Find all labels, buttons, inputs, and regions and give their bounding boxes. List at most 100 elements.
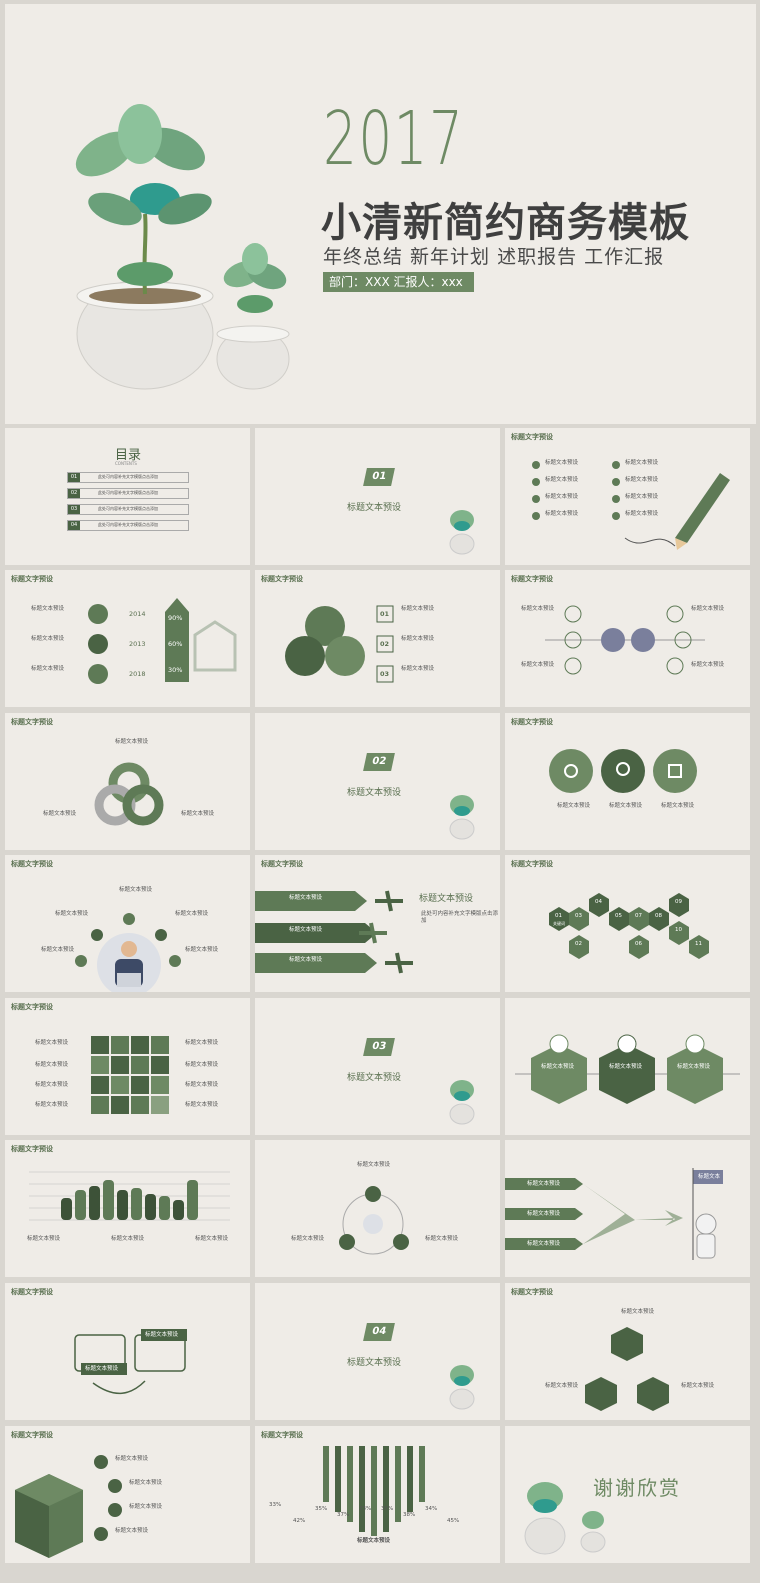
- arrow-banners: [255, 890, 413, 974]
- item-title: 标题文本预设: [401, 636, 435, 642]
- toc-item-1[interactable]: 01 此处可内容补充文字模版点击添加: [67, 472, 189, 483]
- slide-icon-circles[interactable]: 标题文字预设 标题文本预设 标题文本预设 标题文本预设: [505, 713, 750, 850]
- item-title: 标题文本预设: [181, 811, 215, 817]
- item-title: 标题文本预设: [175, 911, 209, 917]
- item-title: 标题文本预设: [111, 1236, 145, 1242]
- toc-item-3[interactable]: 03 此处可内容补充文字模版点击添加: [67, 504, 189, 515]
- slide-toc[interactable]: 目录 CONTENTS 01 此处可内容补充文字模版点击添加 02 此处可内容补…: [5, 428, 250, 565]
- section-title: 标题文本预设: [347, 503, 402, 513]
- item-title: 标题文本预设: [681, 1383, 715, 1389]
- toc-text: 此处可内容补充文字模版点击添加: [98, 490, 158, 495]
- slide-timeline[interactable]: 标题文字预设 标题文本预设 标题文本预设 标题文本预设 2014 2013 20…: [5, 570, 250, 707]
- number-label: 02: [380, 640, 390, 648]
- percent-label: 35%: [315, 1506, 328, 1512]
- cover-tag: 部门：XXX 汇报人：xxx: [323, 272, 474, 292]
- succulent-illustration: [75, 104, 290, 390]
- slide-cube[interactable]: 标题文字预设 标题文本预设 标题文本预设 标题文本预设 标题文本预设: [5, 1426, 250, 1563]
- cover-title: 小清新简约商务模板: [321, 200, 690, 246]
- item-title: 标题文本预设: [545, 494, 579, 500]
- puzzle-graphic: [91, 1036, 169, 1114]
- item-title: 标题文本预设: [145, 1332, 179, 1338]
- cover-year: 2017: [323, 96, 465, 182]
- hex-number: 03: [575, 913, 582, 919]
- item-title: 标题文本预设: [289, 957, 323, 963]
- item-title: 标题文本预设: [425, 1236, 459, 1242]
- item-title: 标题文本预设: [289, 927, 323, 933]
- hex-number: 07: [635, 913, 642, 919]
- cover-slide[interactable]: 2017 小清新简约商务模板 年终总结 新年计划 述职报告 工作汇报 部门：XX…: [5, 4, 756, 424]
- slide-network[interactable]: 标题文字预设 标题文本预设 标题文本预设 标题文本预设 标题文本预设: [505, 570, 750, 707]
- slide-stairs[interactable]: 标题文字预设 33% 42% 35% 37% 33% 35% 38% 34% 4…: [255, 1426, 500, 1563]
- item-title: 标题文本预设: [625, 511, 659, 517]
- slide-checklist[interactable]: 标题文字预设 标题文本预设 标题文本预设 标题文本预设 标题文本预设 标题文本预…: [505, 428, 750, 565]
- percent-label: 38%: [403, 1512, 416, 1518]
- toc-text: 此处可内容补充文字模版点击添加: [98, 474, 158, 479]
- succulent-icon: [449, 510, 475, 555]
- cycle-graphic: [339, 1186, 409, 1255]
- slide-section-03[interactable]: 03 标题文本预设: [255, 998, 500, 1135]
- section-title: 标题文本预设: [347, 1073, 402, 1083]
- slide-bar-chart[interactable]: 标题文字预设 标题文本预设 标题文本预设 标题文本预设: [5, 1140, 250, 1277]
- toc-subtitle: CONTENTS: [115, 461, 137, 466]
- slide-thanks[interactable]: 谢谢欣赏: [505, 1426, 750, 1563]
- item-title: 标题文本预设: [677, 1064, 711, 1070]
- item-title: 标题文本预设: [35, 1062, 69, 1068]
- stair-bars: [323, 1446, 425, 1536]
- hex-number: 10: [675, 927, 682, 933]
- item-title: 标题文本预设: [621, 1309, 655, 1315]
- slide-section-04[interactable]: 04 标题文本预设: [255, 1283, 500, 1420]
- slide-header: 标题文字预设: [11, 860, 53, 868]
- hex-number: 11: [695, 941, 702, 947]
- year-label: 2013: [129, 640, 146, 648]
- arrow-astronaut: [505, 1168, 723, 1260]
- item-title: 标题文本预设: [291, 1236, 325, 1242]
- item-title: 标题文本预设: [185, 1062, 219, 1068]
- slide-businessman[interactable]: 标题文字预设 标题文本预设 标题文本预设 标题文本预设 标题文本预设 标题文本预…: [5, 855, 250, 992]
- thanks-title: 谢谢欣赏: [593, 1476, 681, 1500]
- toc-num: 03: [68, 505, 80, 514]
- bar-3: [89, 1186, 100, 1220]
- timeline-graphic: [88, 598, 237, 684]
- toc-num: 01: [68, 473, 80, 482]
- item-title: 标题文本预设: [129, 1504, 163, 1510]
- slide-header: 标题文字预设: [11, 575, 53, 583]
- item-title: 标题文本预设: [625, 460, 659, 466]
- slide-hex-keywords[interactable]: 标题文字预设 01 02 03 04 05 06 07 08 09 10 11 …: [505, 855, 750, 992]
- item-title: 标题文本预设: [357, 1538, 391, 1544]
- succulent-icon: [449, 795, 475, 840]
- item-title: 标题文本预设: [289, 895, 323, 901]
- bar-4: [103, 1180, 114, 1220]
- hex-cards: [515, 1034, 740, 1104]
- slide-hex-cards[interactable]: 标题文本预设 标题文本预设 标题文本预设: [505, 998, 750, 1135]
- body-text: 此处可内容补充文字模版点击添加: [421, 911, 499, 924]
- item-title: 标题文本预设: [185, 1082, 219, 1088]
- toc-item-4[interactable]: 04 此处可内容补充文字模版点击添加: [67, 520, 189, 531]
- slide-circles[interactable]: 标题文字预设 01 02 03 标题文本预设 标题文本预设 标题文本预设: [255, 570, 500, 707]
- toc-text: 此处可内容补充文字模版点击添加: [98, 506, 158, 511]
- slide-rings[interactable]: 标题文字预设 标题文本预设 标题文本预设 标题文本预设: [5, 713, 250, 850]
- toc-num: 02: [68, 489, 80, 498]
- slide-header: 标题文字预设: [511, 575, 553, 583]
- slide-planes[interactable]: 标题文字预设 标题文本预设 标题文本预设 标题文本预设 标题文本预设 此处可内容…: [255, 855, 500, 992]
- hex-number: 06: [635, 941, 642, 947]
- slide-speech[interactable]: 标题文字预设 标题文本预设 标题文本预设: [5, 1283, 250, 1420]
- slide-header: 标题文字预设: [261, 575, 303, 583]
- percent-label: 37%: [337, 1512, 350, 1518]
- item-title: 标题文本预设: [401, 606, 435, 612]
- slide-triangle-hex[interactable]: 标题文字预设 标题文本预设 标题文本预设 标题文本预设: [505, 1283, 750, 1420]
- item-title: 标题文本预设: [35, 1082, 69, 1088]
- item-title: 标题文本预设: [129, 1480, 163, 1486]
- slide-cycle[interactable]: 标题文本预设 标题文本预设 标题文本预设: [255, 1140, 500, 1277]
- bar-6: [131, 1188, 142, 1220]
- bar-9: [173, 1200, 184, 1220]
- cube-graphic: [15, 1455, 122, 1558]
- slide-puzzle[interactable]: 标题文字预设 标题文本预设 标题文本预设 标题文本预设 标题文本预设 标题文本预…: [5, 998, 250, 1135]
- slide-astronaut[interactable]: 标题文本 标题文本预设 标题文本预设 标题文本预设: [505, 1140, 750, 1277]
- slide-section-02[interactable]: 02 标题文本预设: [255, 713, 500, 850]
- item-title: 标题文本预设: [527, 1241, 561, 1247]
- hex-number: 02: [575, 941, 582, 947]
- toc-item-2[interactable]: 02 此处可内容补充文字模版点击添加: [67, 488, 189, 499]
- hex-number: 05: [615, 913, 622, 919]
- item-title: 标题文本预设: [185, 1040, 219, 1046]
- slide-section-01[interactable]: 01 标题文本预设: [255, 428, 500, 565]
